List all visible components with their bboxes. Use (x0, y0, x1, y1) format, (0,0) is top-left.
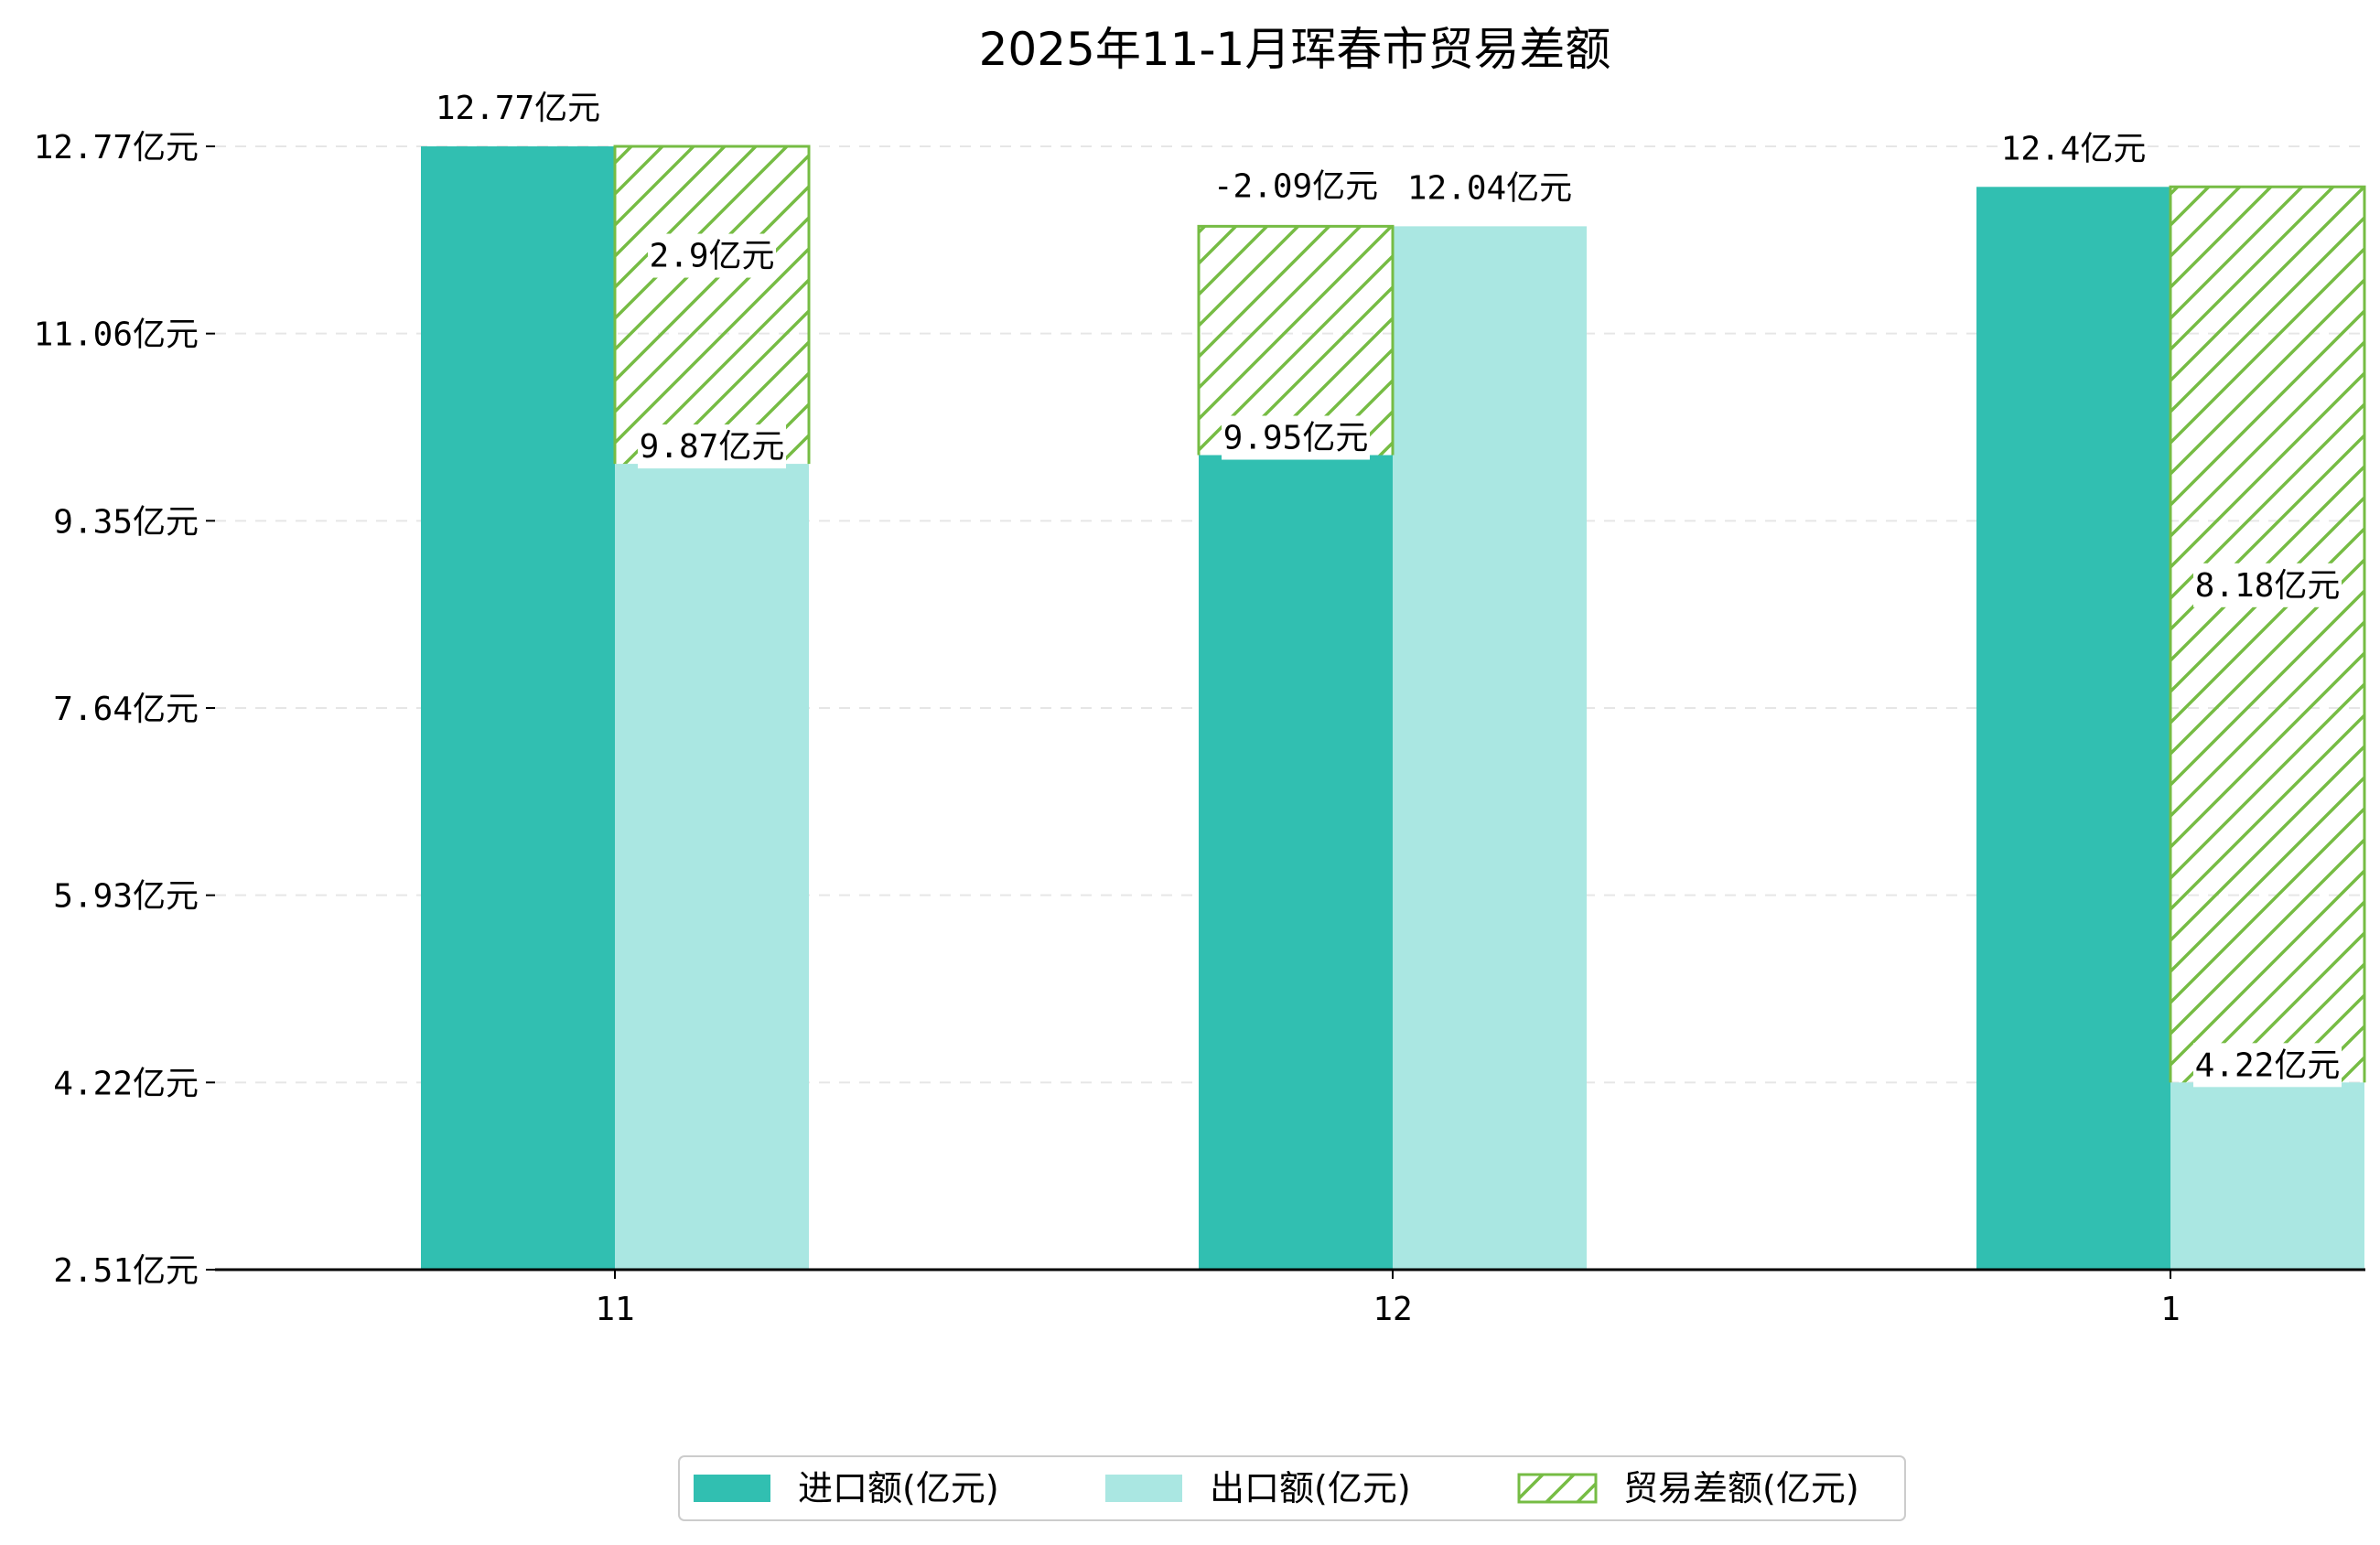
y-tick-label: 2.51亿元 (53, 1252, 199, 1290)
data-label-export-bg (2193, 1043, 2342, 1088)
legend-label: 进口额(亿元) (798, 1468, 999, 1508)
x-tick-label: 11 (595, 1291, 634, 1328)
chart-title: 2025年11-1月珲春市贸易差额 (979, 23, 1611, 76)
bar-import (1976, 187, 2170, 1270)
data-label-balance: 8.18亿元 (2195, 567, 2341, 605)
data-label-balance-bg (2193, 563, 2342, 607)
y-tick-label: 7.64亿元 (53, 691, 199, 728)
legend-swatch (694, 1475, 770, 1502)
data-label-import: 9.95亿元 (1223, 420, 1369, 457)
bar-balance-outline (1197, 224, 1395, 456)
x-tick-label: 1 (2160, 1291, 2181, 1328)
x-tick-label: 12 (1373, 1291, 1412, 1328)
data-label-balance-bg (648, 233, 776, 278)
bar-balance-hatch (615, 146, 809, 465)
legend-swatch (1105, 1475, 1182, 1502)
bar-import (1199, 455, 1393, 1270)
bar-export (615, 464, 809, 1270)
data-label-export: 9.87亿元 (640, 428, 785, 466)
data-label-export-bg (638, 424, 786, 469)
bar-import (421, 146, 615, 1270)
data-label-import-bg (1999, 126, 2148, 171)
bar-balance-outline (2169, 185, 2366, 1083)
data-label-export-bg (1405, 166, 1574, 210)
legend: 进口额(亿元) 出口额(亿元) 贸易差额(亿元) (678, 1455, 1906, 1521)
data-label-import-bg (434, 86, 602, 130)
y-tick-label: 12.77亿元 (34, 129, 199, 166)
bar-balance-hatch (2170, 187, 2364, 1083)
axes: 2.51亿元4.22亿元5.93亿元7.64亿元9.35亿元11.06亿元12.… (34, 129, 2365, 1328)
data-label-balance-bg (1212, 164, 1380, 209)
legend-label: 贸易差额(亿元) (1623, 1468, 1859, 1508)
data-label-export: 12.04亿元 (1407, 169, 1572, 207)
bar-export (1393, 226, 1587, 1270)
data-label-import-bg (1222, 415, 1370, 460)
y-tick-label: 9.35亿元 (53, 503, 199, 541)
data-labels: 12.77亿元 9.87亿元 2.9亿元 9.95亿元 12.04亿元 -2.09亿元 12… (434, 86, 2342, 1088)
data-label-import: 12.77亿元 (436, 90, 600, 127)
data-label-export: 4.22亿元 (2195, 1046, 2341, 1084)
legend-swatch-balance (1517, 1473, 1598, 1504)
bars (421, 145, 2366, 1270)
data-label-import: 12.4亿元 (2001, 130, 2147, 167)
y-tick-label: 11.06亿元 (34, 317, 199, 354)
legend-box (678, 1455, 1906, 1521)
data-label-balance: -2.09亿元 (1213, 167, 1378, 205)
y-tick-label: 5.93亿元 (53, 878, 199, 916)
y-tick-label: 4.22亿元 (53, 1065, 199, 1102)
bar-export (2170, 1082, 2364, 1270)
bar-balance-outline (613, 145, 811, 465)
legend-label: 出口额(亿元) (1210, 1468, 1411, 1508)
data-label-balance: 2.9亿元 (649, 238, 774, 275)
